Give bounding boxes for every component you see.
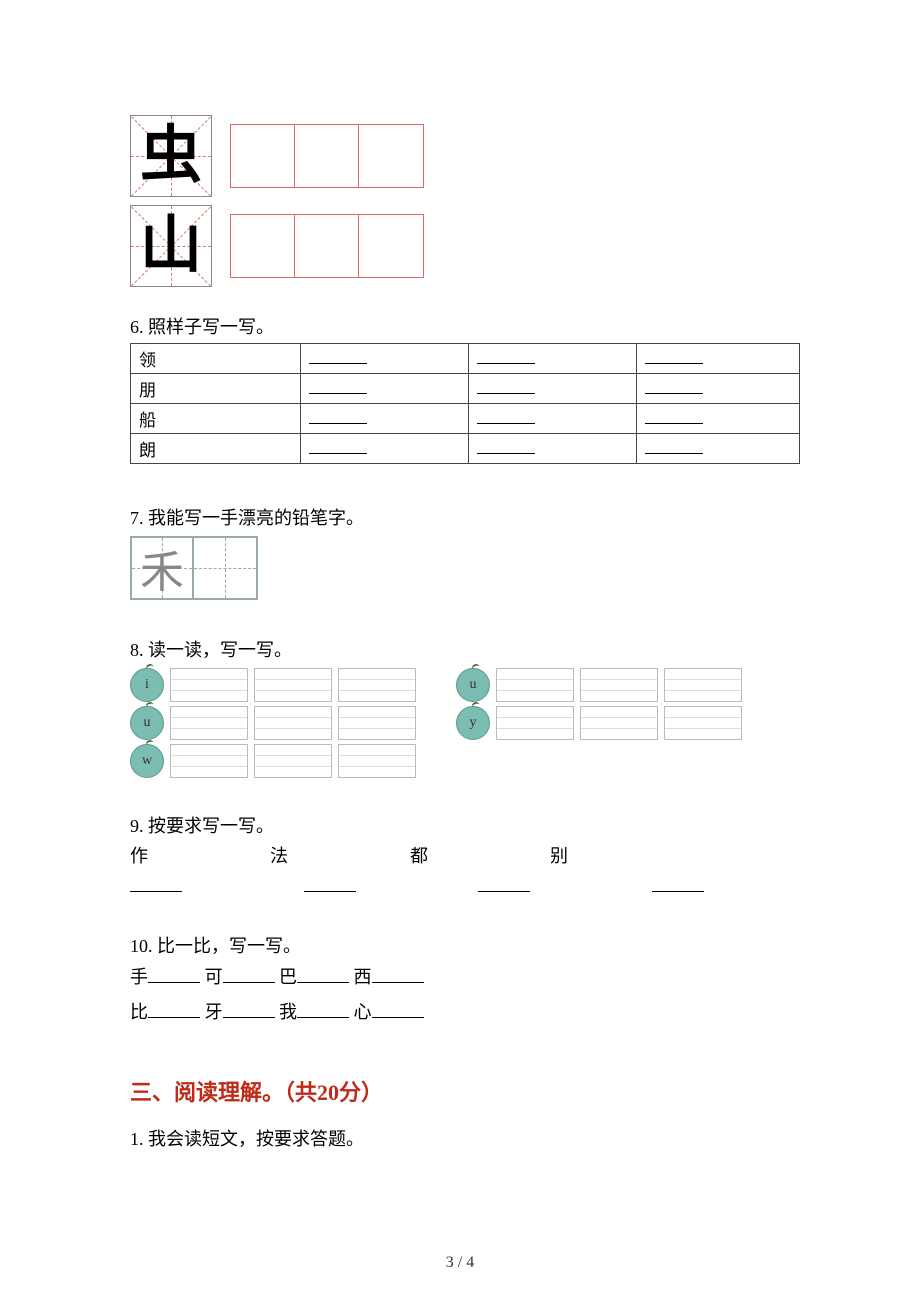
big-char-row-1: 虫 xyxy=(130,115,790,197)
q8-prompt: 8. 读一读，写一写。 xyxy=(130,636,790,662)
apple-icon: u xyxy=(456,668,490,702)
q8-wrap: i u w u y xyxy=(130,668,790,778)
apple-icon: u xyxy=(130,706,164,740)
lined-box[interactable] xyxy=(580,706,658,740)
big-char: 山 xyxy=(140,215,202,277)
table-row: 朋 xyxy=(131,374,800,404)
lined-box[interactable] xyxy=(664,706,742,740)
blank[interactable] xyxy=(645,410,703,424)
q7-prompt: 7. 我能写一手漂亮的铅笔字。 xyxy=(130,504,790,530)
big-char-row-2: 山 xyxy=(130,205,790,287)
lined-box[interactable] xyxy=(254,668,332,702)
blank[interactable] xyxy=(148,1004,200,1018)
blank[interactable] xyxy=(130,870,182,892)
blank[interactable] xyxy=(645,350,703,364)
lined-box[interactable] xyxy=(254,706,332,740)
lined-box[interactable] xyxy=(338,668,416,702)
blank[interactable] xyxy=(309,380,367,394)
page-number: 3 / 4 xyxy=(0,1254,920,1272)
blank[interactable] xyxy=(309,410,367,424)
lined-box[interactable] xyxy=(338,744,416,778)
blank[interactable] xyxy=(645,440,703,454)
q10-row2: 比 牙 我 心 xyxy=(130,997,790,1028)
blank[interactable] xyxy=(652,870,704,892)
apple-icon: i xyxy=(130,668,164,702)
practice-strip[interactable] xyxy=(230,124,424,188)
q8-row: y xyxy=(456,706,742,740)
blank[interactable] xyxy=(477,440,535,454)
q8-left-col: i u w xyxy=(130,668,416,778)
q9-char: 别 xyxy=(550,842,568,868)
practice-strip[interactable] xyxy=(230,214,424,278)
q6-char: 领 xyxy=(131,344,301,374)
q8-row: u xyxy=(456,668,742,702)
big-char: 虫 xyxy=(140,125,202,187)
lined-box[interactable] xyxy=(254,744,332,778)
lined-box[interactable] xyxy=(580,668,658,702)
blank[interactable] xyxy=(297,969,349,983)
q9-blanks xyxy=(130,870,790,892)
char-box: 虫 xyxy=(130,115,212,197)
blank[interactable] xyxy=(372,969,424,983)
blank[interactable] xyxy=(309,350,367,364)
q9-prompt: 9. 按要求写一写。 xyxy=(130,812,790,838)
blank[interactable] xyxy=(309,440,367,454)
q6-char: 船 xyxy=(131,404,301,434)
q10-row1: 手 可 巴 西 xyxy=(130,962,790,993)
q10-prompt: 10. 比一比，写一写。 xyxy=(130,932,790,958)
lined-box[interactable] xyxy=(170,668,248,702)
q6-char: 朋 xyxy=(131,374,301,404)
table-row: 船 xyxy=(131,404,800,434)
blank[interactable] xyxy=(478,870,530,892)
blank[interactable] xyxy=(477,380,535,394)
lined-box[interactable] xyxy=(338,706,416,740)
he-char: 禾 xyxy=(140,536,184,600)
lined-box[interactable] xyxy=(496,668,574,702)
lined-box[interactable] xyxy=(496,706,574,740)
section3-title: 三、阅读理解。（共20分） xyxy=(130,1075,790,1107)
apple-icon: y xyxy=(456,706,490,740)
q8-right-col: u y xyxy=(456,668,742,778)
lined-box[interactable] xyxy=(664,668,742,702)
q9-char: 都 xyxy=(410,842,428,868)
blank[interactable] xyxy=(477,350,535,364)
section3-q1: 1. 我会读短文，按要求答题。 xyxy=(130,1125,790,1151)
he-cell: 禾 xyxy=(130,536,194,600)
lined-box[interactable] xyxy=(170,744,248,778)
blank[interactable] xyxy=(223,1004,275,1018)
q6-table: 领 朋 船 朗 xyxy=(130,343,800,464)
blank[interactable] xyxy=(645,380,703,394)
q9-char: 作 xyxy=(130,842,148,868)
q9-char: 法 xyxy=(270,842,288,868)
blank[interactable] xyxy=(297,1004,349,1018)
q6-char: 朗 xyxy=(131,434,301,464)
table-row: 朗 xyxy=(131,434,800,464)
q7-grid: 禾 xyxy=(130,536,790,600)
he-cell-blank[interactable] xyxy=(194,536,258,600)
apple-icon: w xyxy=(130,744,164,778)
q8-row: w xyxy=(130,744,416,778)
blank[interactable] xyxy=(148,969,200,983)
q8-row: u xyxy=(130,706,416,740)
blank[interactable] xyxy=(223,969,275,983)
q6-prompt: 6. 照样子写一写。 xyxy=(130,313,790,339)
q9-chars: 作 法 都 别 xyxy=(130,842,790,868)
blank[interactable] xyxy=(304,870,356,892)
char-box: 山 xyxy=(130,205,212,287)
lined-box[interactable] xyxy=(170,706,248,740)
blank[interactable] xyxy=(477,410,535,424)
table-row: 领 xyxy=(131,344,800,374)
q8-row: i xyxy=(130,668,416,702)
blank[interactable] xyxy=(372,1004,424,1018)
